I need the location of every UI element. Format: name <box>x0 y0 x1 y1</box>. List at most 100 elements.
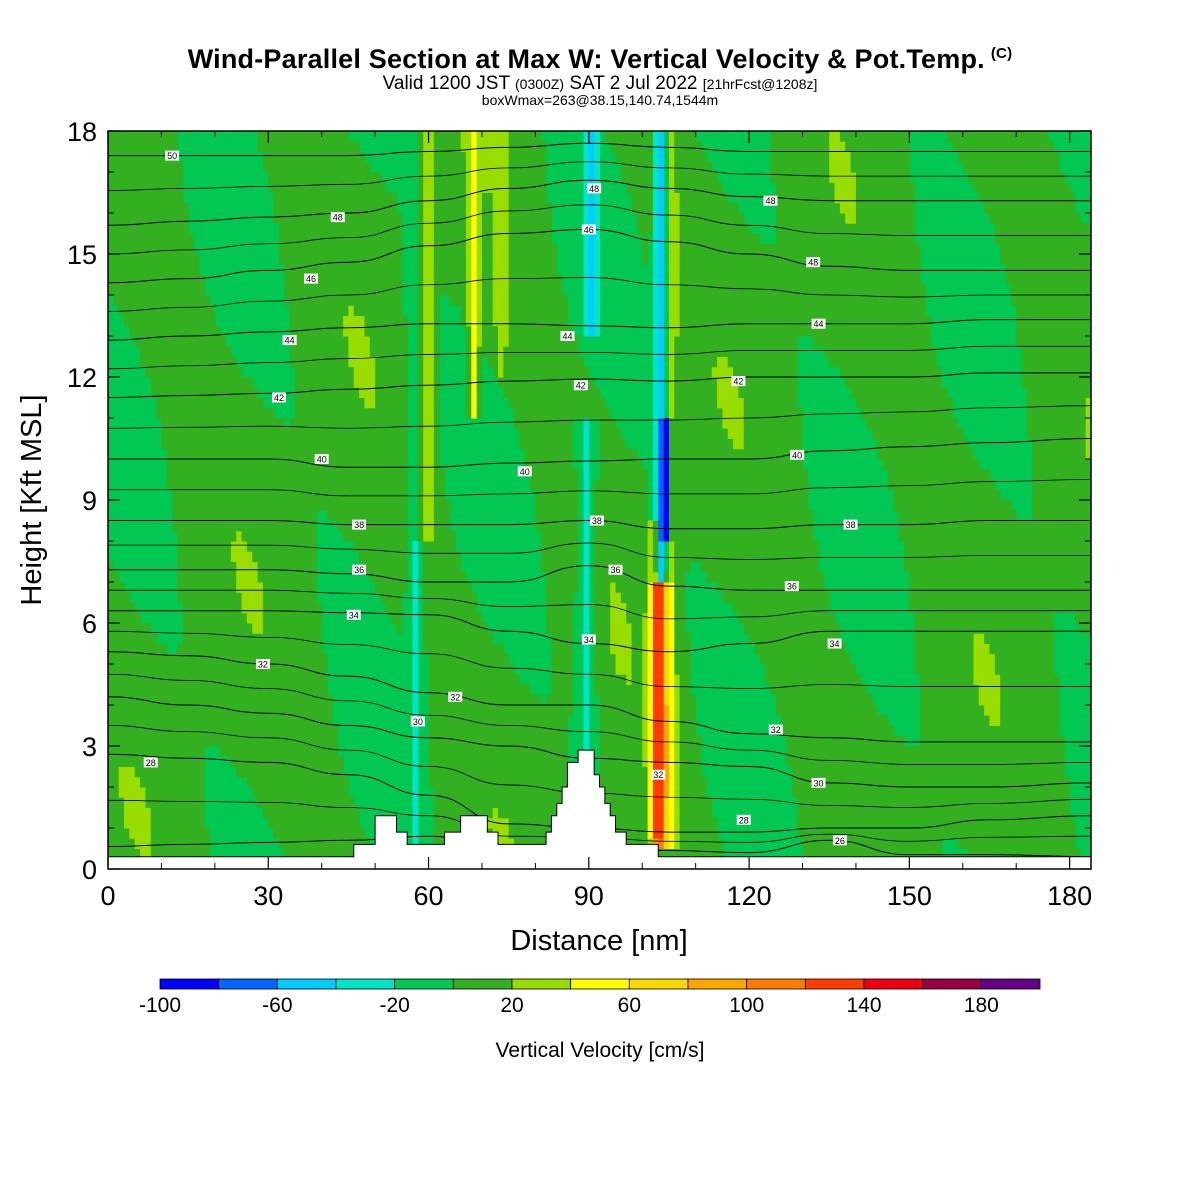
velocity-cell <box>433 336 440 347</box>
velocity-cell <box>412 551 419 562</box>
velocity-cell <box>658 541 665 552</box>
velocity-cell <box>108 571 120 583</box>
contour-label-box <box>517 466 532 477</box>
contour-labels: 50 48 46 44 42 40 38 36 34 32 30 28 32 34 36 38 40 42 44 46… <box>143 150 858 846</box>
velocity-cell <box>412 633 419 644</box>
velocity-cell <box>476 213 483 224</box>
velocity-cell <box>423 172 435 183</box>
velocity-cell <box>476 182 510 193</box>
velocity-cell <box>652 407 659 419</box>
velocity-cell <box>471 202 478 214</box>
velocity-cell <box>620 592 649 603</box>
velocity-cell <box>668 551 675 562</box>
velocity-cell <box>775 705 878 716</box>
velocity-cell <box>460 131 472 142</box>
velocity-cell <box>492 264 510 275</box>
velocity-cell <box>433 141 462 152</box>
velocity-cell <box>668 295 681 306</box>
velocity-cell <box>674 141 702 152</box>
velocity-cell <box>417 223 424 234</box>
velocity-cell <box>182 602 243 614</box>
velocity-cell <box>417 202 424 214</box>
velocity-cell <box>668 315 681 327</box>
velocity-cell <box>674 151 707 163</box>
x-tick-label: 0 <box>100 881 115 911</box>
velocity-cell <box>177 541 232 552</box>
velocity-cell <box>658 366 665 378</box>
contour-label-box <box>731 376 746 387</box>
velocity-cell <box>257 131 349 142</box>
velocity-cell <box>433 305 440 316</box>
velocity-cell <box>781 725 894 737</box>
contour-label-box <box>560 331 575 341</box>
velocity-cell <box>663 694 670 706</box>
velocity-cell <box>108 561 114 573</box>
velocity-cell <box>508 336 579 347</box>
velocity-cell <box>679 787 707 798</box>
velocity-cell <box>663 428 670 439</box>
velocity-cell <box>433 223 467 234</box>
velocity-cell <box>652 223 659 234</box>
isentrope-line <box>108 142 1091 157</box>
velocity-cell <box>471 305 478 316</box>
contour-label: 48 <box>330 212 345 223</box>
velocity-cell <box>1026 407 1087 419</box>
velocity-cell <box>652 602 665 614</box>
velocity-cell <box>658 448 665 460</box>
velocity-cell <box>989 715 1001 726</box>
velocity-cell <box>658 284 665 296</box>
velocity-cell <box>514 407 611 419</box>
velocity-cell <box>1005 264 1091 275</box>
valid-utc: (0300Z) <box>515 76 565 92</box>
velocity-cell <box>417 172 424 183</box>
velocity-cell <box>412 561 419 573</box>
velocity-cell <box>668 797 675 808</box>
velocity-cell <box>236 561 259 573</box>
velocity-cell <box>647 828 654 839</box>
velocity-cell <box>369 346 408 357</box>
velocity-cell <box>668 172 675 183</box>
velocity-cell <box>583 295 590 306</box>
velocity-cell <box>583 694 590 706</box>
contour-label: 44 <box>282 335 297 346</box>
velocity-cell <box>108 623 152 634</box>
velocity-cell <box>540 551 579 562</box>
velocity-cell <box>663 582 670 593</box>
velocity-cell <box>594 295 600 306</box>
contour-label-text: 50 <box>167 151 177 161</box>
colorbar-segment <box>276 978 337 990</box>
velocity-cell <box>599 766 649 778</box>
velocity-cell <box>588 131 595 142</box>
velocity-cell <box>652 243 659 255</box>
velocity-cell <box>476 336 483 347</box>
velocity-cell <box>172 510 317 521</box>
velocity-cell <box>476 356 483 368</box>
velocity-cell <box>481 223 494 234</box>
colorbar-tick-label: 140 <box>846 994 881 1017</box>
velocity-cell <box>108 151 178 163</box>
velocity-cell <box>236 766 344 778</box>
velocity-cell <box>465 346 472 357</box>
velocity-cell <box>652 664 665 675</box>
velocity-cell <box>433 233 467 245</box>
velocity-cell <box>546 602 574 614</box>
velocity-cell <box>262 612 323 624</box>
velocity-cell <box>658 469 665 480</box>
velocity-cell <box>433 356 440 368</box>
velocity-cell <box>652 213 659 224</box>
velocity-cell <box>668 828 675 839</box>
velocity-cell <box>433 469 446 480</box>
velocity-cell <box>1085 397 1091 409</box>
velocity-cell <box>962 161 1060 173</box>
velocity-cell <box>647 817 654 829</box>
velocity-cell <box>471 336 478 347</box>
velocity-cell <box>417 428 424 439</box>
velocity-cell <box>594 530 649 542</box>
velocity-cell <box>471 407 478 419</box>
contour-label-box <box>304 273 319 284</box>
velocity-cell <box>647 787 654 798</box>
velocity-cell <box>663 530 670 542</box>
velocity-cell <box>433 438 440 450</box>
velocity-cell <box>668 489 809 501</box>
velocity-cell <box>508 172 547 183</box>
